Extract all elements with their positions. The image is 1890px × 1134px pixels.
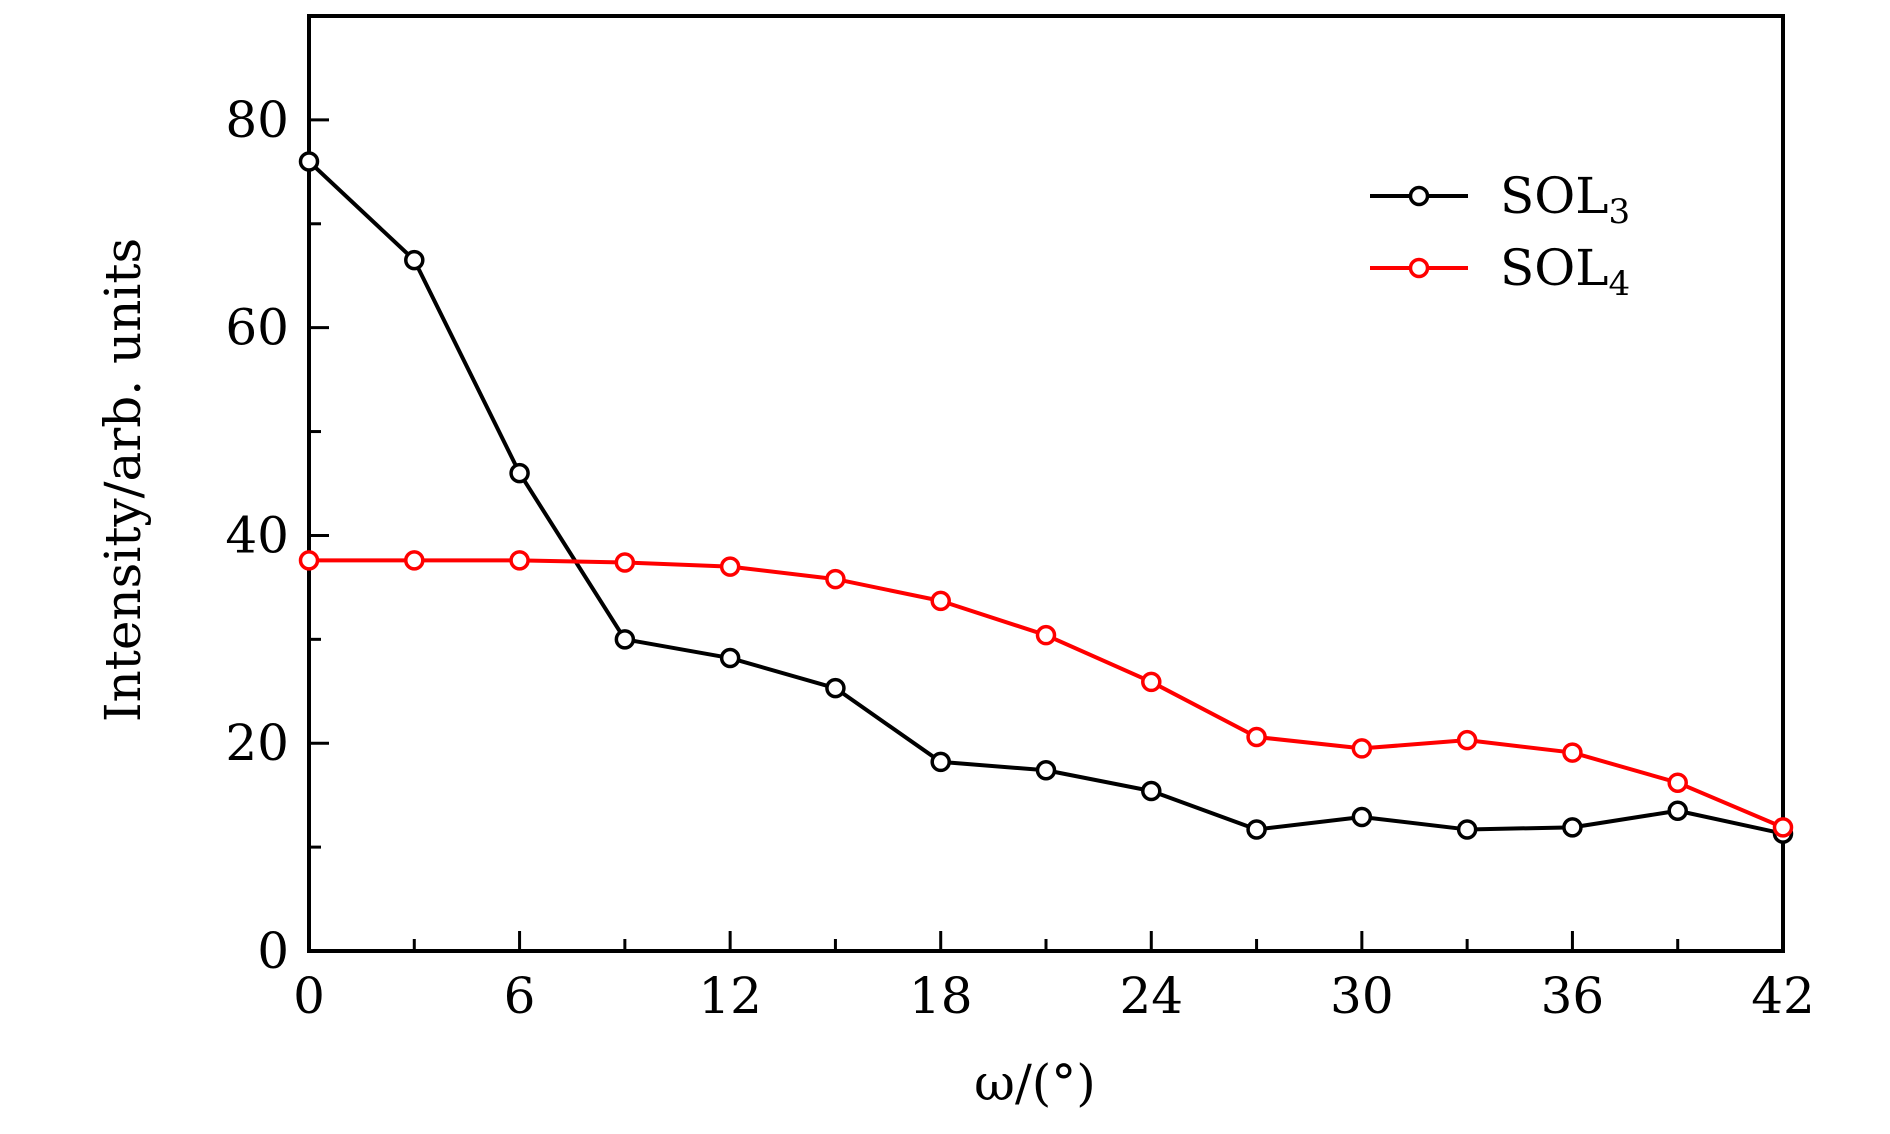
data-point [298,550,320,571]
legend-swatch-marker [1408,185,1430,207]
plot-area [307,14,1785,953]
legend-label: SOL4 [1500,239,1630,304]
legend-swatch-marker [1408,257,1430,279]
data-point [1456,729,1478,751]
series-line [309,558,1784,830]
data-point [1246,726,1267,748]
y-axis: 0 20 40 60 80 [225,91,329,980]
data-point [930,751,951,773]
data-point [1141,671,1162,693]
x-tick-label: 30 [1330,967,1394,1025]
series-sol4 [298,550,1794,838]
y-tick-label: 20 [225,714,289,772]
x-tick-label: 42 [1751,967,1815,1025]
data-point [1351,738,1373,759]
series-sol3 [298,151,1794,844]
x-tick-label: 36 [1541,967,1605,1025]
x-tick-label: 12 [698,967,762,1025]
data-point [825,568,846,590]
data-point [1562,742,1583,763]
data-point [614,629,636,650]
x-tick-label: 6 [504,967,536,1025]
y-tick-label: 40 [225,506,289,564]
data-point [1772,817,1794,838]
y-axis-title: Intensity/arb. units [94,238,152,722]
x-axis-title: ω/(°) [974,1054,1096,1112]
data-point [719,556,741,577]
data-point [1035,759,1057,781]
data-point [1035,624,1057,646]
data-point [1351,806,1373,828]
data-point [719,647,741,669]
legend-label: SOL3 [1500,167,1630,232]
data-point [509,550,530,571]
data-point [1246,819,1267,840]
data-point [1667,800,1688,821]
data-point [825,677,846,699]
data-point [298,151,320,172]
legend-item-sol3: SOL3 [1370,167,1630,232]
x-tick-label: 24 [1119,967,1183,1025]
x-axis: 0 6 12 18 24 30 36 42 [293,931,1815,1025]
series-layer [298,151,1794,844]
y-tick-label: 0 [257,922,289,980]
data-point [1562,817,1583,838]
data-point [1667,772,1688,793]
data-point [1141,780,1162,802]
data-point [404,249,425,271]
legend-item-sol4: SOL4 [1370,239,1630,304]
data-point [509,462,530,484]
y-tick-label: 80 [225,91,289,149]
plot-frame [307,14,1785,953]
data-point [930,590,951,612]
x-tick-label: 18 [909,967,973,1025]
data-point [404,550,425,571]
data-point [614,552,636,573]
legend: SOL3 SOL4 [1370,167,1630,304]
y-tick-label: 60 [225,299,289,357]
data-point [1456,819,1478,840]
x-tick-label: 0 [293,967,325,1025]
